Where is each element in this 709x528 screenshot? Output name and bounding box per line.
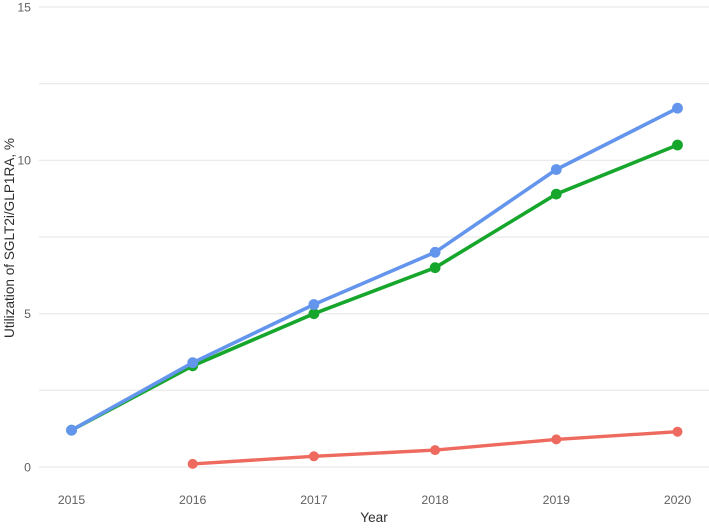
- data-series-layer: [66, 102, 683, 469]
- gridlines: [39, 6, 709, 468]
- data-point-green-series: [550, 188, 562, 200]
- x-tick-label: 2019: [543, 493, 571, 507]
- x-tick-label: 2016: [179, 493, 207, 507]
- data-point-blue-series: [672, 102, 683, 114]
- data-point-red-series: [551, 434, 562, 445]
- series-line-green-series: [69, 143, 680, 432]
- x-tick-label: 2017: [300, 493, 328, 507]
- data-point-red-series: [308, 451, 319, 462]
- data-point-blue-series: [187, 357, 199, 369]
- x-axis-tick-labels: 2015 2016 2017 2018 2019 2020: [58, 493, 692, 507]
- y-axis-tick-labels: 0 5 10 15: [17, 0, 31, 474]
- x-tick-label: 2018: [421, 493, 449, 507]
- x-tick-label: 2015: [58, 493, 86, 507]
- x-tick-label: 2020: [664, 493, 692, 507]
- data-point-red-series: [430, 445, 441, 456]
- y-tick-label: 0: [24, 460, 31, 474]
- y-tick-label: 10: [17, 154, 31, 168]
- y-tick-label: 5: [24, 307, 31, 321]
- data-point-red-series: [672, 426, 683, 437]
- data-point-blue-series: [66, 424, 77, 436]
- data-point-green-series: [429, 262, 441, 274]
- data-point-blue-series: [429, 246, 441, 258]
- x-axis-title: Year: [360, 510, 388, 525]
- data-point-red-series: [187, 458, 198, 469]
- y-tick-label: 15: [17, 0, 31, 14]
- y-axis-title: Utilization of SGLT2i/GLP1RA, %: [2, 138, 17, 338]
- data-point-green-series: [308, 308, 320, 320]
- data-point-blue-series: [308, 299, 320, 310]
- data-point-blue-series: [550, 164, 562, 175]
- series-line-blue-series: [69, 106, 680, 432]
- data-point-green-series: [672, 139, 683, 151]
